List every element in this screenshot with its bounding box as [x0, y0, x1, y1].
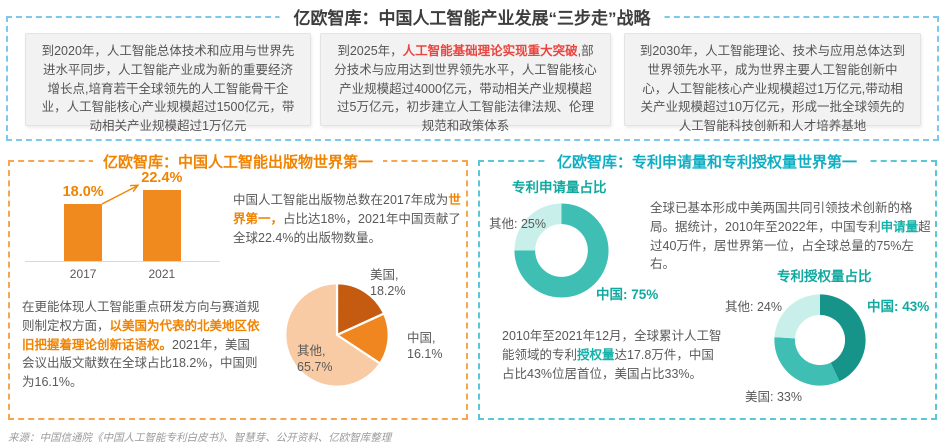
milestone-box-2030: 到2030年，人工智能理论、技术与应用总体达到世界领先水平，成为世界主要人工智能… [624, 33, 921, 133]
pie-label-others-value: 65.7% [297, 360, 333, 375]
bar-category-label: 2017 [69, 267, 97, 281]
pat-para2-post: 达17.8万件，中国占比43%位居首位，美国占比33%。 [502, 347, 714, 381]
apply-label-others: 其他: 25% [489, 217, 546, 231]
pat-para2-highlight: 授权量 [577, 347, 615, 362]
publications-pie-chart [282, 280, 392, 390]
milestone-2020-text: 到2020年，人工智能总体技术和应用与世界先进水平同步，人工智能产业成为新的重要… [41, 44, 295, 133]
milestone-2030-text: 到2030年，人工智能理论、技术与应用总体达到世界领先水平，成为世界主要人工智能… [639, 44, 906, 133]
donut-segment-美国 [774, 337, 840, 386]
pie-slice-其他 [284, 282, 382, 388]
bar-rect-2017 [64, 204, 103, 262]
pat-para1-post: 超过40万件，居世界第一位，占全球总量的75%左右。 [650, 219, 931, 272]
pat-para1-pre: 全球已基本形成中美两国共同引领技术创新的格局。据统计，2010年至2022年，中… [650, 201, 913, 234]
milestone-box-2020: 到2020年，人工智能总体技术和应用与世界先进水平同步，人工智能产业成为新的重要… [25, 33, 311, 133]
pie-label-china-name: 中国, [407, 331, 436, 345]
pat-para2-pre: 2010年至2021年12月，全球累计人工智能领域的专利 [502, 329, 722, 362]
patent-grant-donut-chart [773, 293, 867, 387]
pub-para2-highlight: 以美国为代表的北美地区依旧把握着理论创新话语权。 [22, 318, 260, 352]
bar-chart-axis [25, 261, 220, 262]
milestone-2025-text-post: ,部分技术与应用达到世界领先水平，人工智能核心产业规模超过4000亿元，带动相关… [334, 44, 597, 133]
publications-section-title: 亿欧智库：中国人工智能出版物世界第一 [92, 151, 384, 172]
donut-segment-中国 [820, 294, 866, 382]
bar-rect-2021 [142, 190, 181, 262]
pie-label-us-name: 美国, [370, 268, 399, 282]
pub-para1-post: 占比达18%，2021年中国贡献了全球22.4%的出版物数量。 [233, 211, 461, 245]
apply-donut-title: 专利申请量占比 [512, 180, 607, 195]
milestone-box-2025: 到2025年，人工智能基础理论实现重大突破,部分技术与应用达到世界领先水平，人工… [320, 33, 611, 133]
grant-label-china: 中国: 43% [867, 299, 930, 314]
grant-donut-title: 专利授权量占比 [777, 269, 872, 284]
patents-paragraph-2: 2010年至2021年12月，全球累计人工智能领域的专利授权量达17.8万件，中… [502, 327, 722, 383]
grant-label-us: 美国: 33% [745, 390, 802, 404]
source-note: 来源：中国信通院《中国人工智能专利白皮书》、智慧芽、公开资料、亿欧智库整理 [8, 432, 392, 444]
patents-paragraph-1: 全球已基本形成中美两国共同引领技术创新的格局。据统计，2010年至2022年，中… [650, 199, 936, 274]
pub-para2-post: 2021年，美国会议出版文献数在全球占比18.2%，中国则为16.1%。 [22, 337, 258, 390]
patent-apply-donut-chart [513, 202, 610, 299]
pie-slice-美国 [335, 282, 386, 337]
patents-section-title: 亿欧智库：专利申请量和专利授权量世界第一 [546, 151, 868, 172]
publications-paragraph-2: 在更能体现人工智能重点研发方向与赛道规则制定权方面，以美国为代表的北美地区依旧把… [22, 298, 262, 392]
pub-para1-highlight: 世界第一， [233, 193, 461, 226]
bar-column-2021: 22.4% 2021 [141, 170, 182, 282]
milestone-2025-text: 到2025年， [337, 44, 403, 58]
pat-para1-highlight: 申请量 [880, 219, 919, 234]
pub-para1-pre: 中国人工智能出版物总数在2017年成为 [233, 193, 449, 207]
pie-label-us-value: 18.2% [370, 284, 406, 299]
donut-segment-其他 [774, 294, 820, 339]
pie-label-others: 其他, 65.7% [297, 343, 332, 376]
pie-label-us: 美国, 18.2% [370, 267, 405, 300]
donut-segment-中国 [514, 203, 609, 298]
pie-label-china: 中国, 16.1% [407, 330, 442, 363]
pie-label-china-value: 16.1% [407, 347, 443, 362]
bar-column-2017: 18.0% 2017 [63, 184, 104, 282]
grant-label-others: 其他: 24% [725, 300, 782, 314]
publications-bar-chart: 18.0% 2017 22.4% 2021 [25, 170, 220, 282]
donut-segment-其他 [514, 203, 562, 251]
pie-label-others-name: 其他, [297, 344, 326, 358]
pub-para2-pre: 在更能体现人工智能重点研发方向与赛道规则制定权方面， [22, 300, 260, 333]
publications-paragraph-1: 中国人工智能出版物总数在2017年成为世界第一，占比达18%，2021年中国贡献… [233, 191, 465, 247]
growth-arrow-icon [101, 184, 140, 205]
bar-value-label: 18.0% [62, 184, 104, 200]
bar-category-label: 2021 [148, 267, 176, 281]
apply-label-china: 中国: 75% [596, 287, 659, 302]
bar-value-label: 22.4% [141, 170, 183, 186]
strategy-section-title: 亿欧智库：中国人工智能产业发展“三步走”战略 [279, 4, 665, 29]
milestone-2025-highlight: 人工智能基础理论实现重大突破 [402, 44, 578, 58]
